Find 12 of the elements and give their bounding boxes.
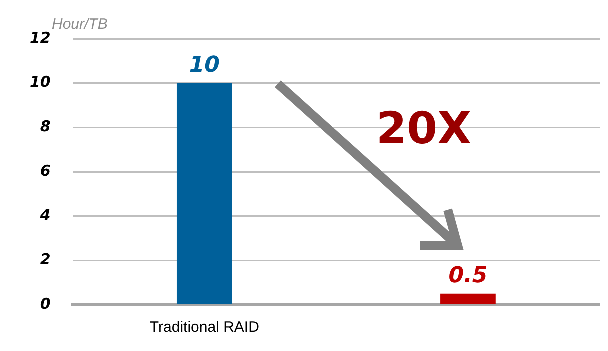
y-tick-label: 4 bbox=[39, 206, 51, 224]
data-label: 0.5 bbox=[448, 264, 488, 289]
y-tick-label: 0 bbox=[40, 294, 51, 313]
y-tick-label: 6 bbox=[40, 162, 51, 180]
annotation: 20X bbox=[376, 103, 472, 154]
y-tick-label: 2 bbox=[40, 250, 51, 269]
y-tick-label: 10 bbox=[30, 73, 51, 92]
x-tick-label: Traditional RAID bbox=[150, 319, 260, 336]
y-axis-title: Hour/TB bbox=[52, 16, 108, 34]
data-label: 10 bbox=[189, 53, 220, 78]
y-tick-label: 8 bbox=[40, 118, 51, 136]
y-tick-label: 12 bbox=[30, 28, 51, 47]
